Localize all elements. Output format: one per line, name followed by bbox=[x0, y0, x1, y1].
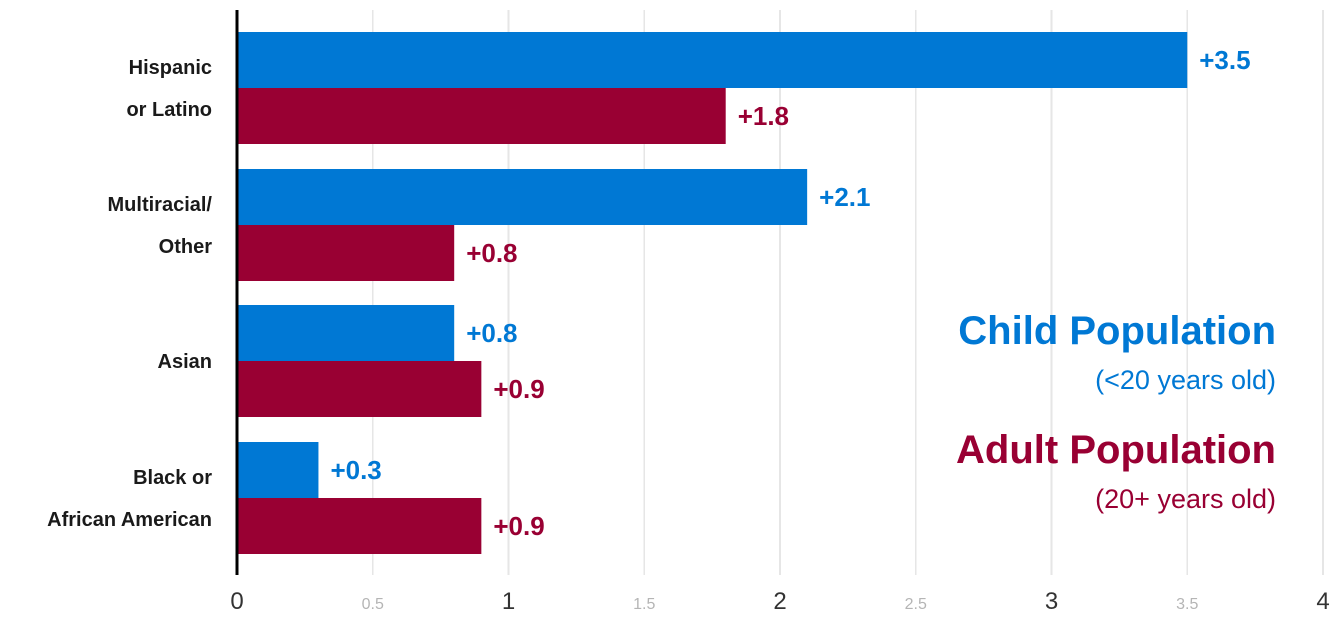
category-label: Asian bbox=[158, 351, 212, 373]
data-label: +0.9 bbox=[493, 511, 544, 541]
category-label: African American bbox=[47, 509, 212, 531]
x-tick-label-major: 4 bbox=[1316, 588, 1329, 614]
data-label: +0.9 bbox=[493, 374, 544, 404]
bar-child bbox=[237, 305, 455, 361]
bar-adult bbox=[237, 225, 455, 281]
bar-child bbox=[237, 32, 1188, 88]
legend-adult-title: Adult Population bbox=[956, 428, 1276, 472]
data-label: +0.8 bbox=[466, 318, 517, 348]
data-label: +3.5 bbox=[1199, 45, 1250, 75]
bar-adult bbox=[237, 88, 726, 144]
x-tick-label-minor: 2.5 bbox=[905, 596, 927, 613]
bar-child bbox=[237, 169, 808, 225]
category-label: or Latino bbox=[126, 99, 212, 121]
legend: Child Population (<20 years old) Adult Pop… bbox=[956, 309, 1276, 514]
category-label: Multiracial/ bbox=[108, 194, 213, 216]
category-label: Hispanic bbox=[129, 57, 212, 79]
bar-adult bbox=[237, 361, 482, 417]
bar-adult bbox=[237, 498, 482, 554]
category-label: Other bbox=[159, 236, 213, 258]
data-label: +1.8 bbox=[738, 101, 789, 131]
legend-adult-subtitle: (20+ years old) bbox=[1095, 484, 1276, 514]
x-tick-label-major: 0 bbox=[230, 588, 243, 614]
x-tick-label-major: 2 bbox=[773, 588, 786, 614]
x-tick-label-major: 1 bbox=[502, 588, 515, 614]
bars bbox=[237, 32, 1188, 554]
data-label: +2.1 bbox=[819, 182, 870, 212]
x-tick-label-major: 3 bbox=[1045, 588, 1058, 614]
x-tick-label-minor: 3.5 bbox=[1176, 596, 1198, 613]
legend-child-subtitle: (<20 years old) bbox=[1095, 365, 1276, 395]
x-tick-label-minor: 0.5 bbox=[362, 596, 384, 613]
labels: +3.5 +2.1 +0.8 +0.3 +1.8 +0.8 +0.9 +0.9 bbox=[330, 45, 1250, 541]
category-label: Black or bbox=[133, 467, 212, 489]
data-label: +0.8 bbox=[466, 238, 517, 268]
x-tick-label-minor: 1.5 bbox=[633, 596, 655, 613]
bar-child bbox=[237, 442, 319, 498]
axes: 0 0.5 1 1.5 2 2.5 3 3.5 4 Hispanic or Latino Multir… bbox=[47, 10, 1330, 615]
legend-child-title: Child Population bbox=[958, 309, 1276, 353]
data-label: +0.3 bbox=[330, 455, 381, 485]
